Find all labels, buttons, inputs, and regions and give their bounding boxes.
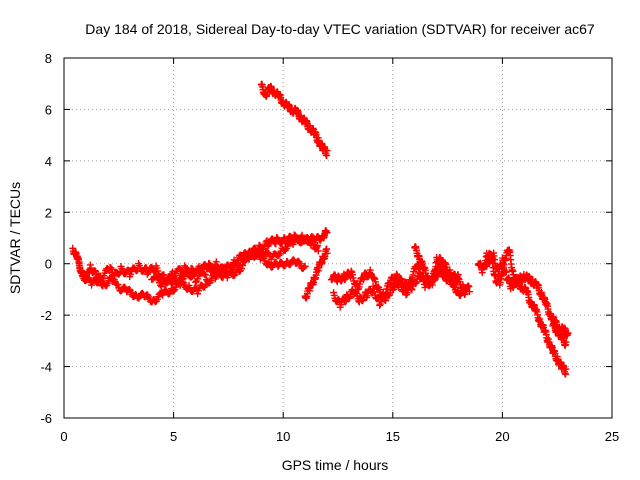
series-seg3 <box>148 227 331 291</box>
y-tick-label: 2 <box>45 205 52 220</box>
x-tick-label: 10 <box>276 429 290 444</box>
data-point <box>238 265 246 273</box>
data-point <box>181 262 189 270</box>
y-axis-label: SDTVAR / TECUs <box>7 182 23 294</box>
data-point <box>195 262 203 270</box>
data-points <box>69 80 572 378</box>
chart-title: Day 184 of 2018, Sidereal Day-to-day VTE… <box>85 21 595 37</box>
y-tick-label: -4 <box>40 360 52 375</box>
data-point <box>256 246 264 254</box>
data-point <box>275 251 283 259</box>
data-point <box>79 269 87 277</box>
data-point <box>170 273 178 281</box>
series-seg4 <box>301 245 331 302</box>
data-point <box>323 249 331 257</box>
x-tick-label: 0 <box>60 429 67 444</box>
data-point <box>301 262 309 270</box>
series-seg10 <box>481 249 572 339</box>
data-point <box>253 252 261 260</box>
data-point <box>245 255 253 263</box>
x-tick-label: 15 <box>386 429 400 444</box>
data-point <box>160 271 168 279</box>
data-point <box>455 275 463 283</box>
data-point <box>502 268 510 276</box>
y-axis-ticks: -6 -4 -2 0 2 4 6 8 <box>40 51 612 426</box>
x-tick-label: 25 <box>605 429 619 444</box>
data-point <box>212 258 220 266</box>
y-tick-label: 0 <box>45 257 52 272</box>
plot-frame <box>63 57 613 419</box>
series-seg5 <box>257 80 331 160</box>
series-seg11 <box>549 320 570 349</box>
data-point <box>219 263 227 271</box>
data-point <box>314 247 322 255</box>
data-point <box>562 365 570 373</box>
x-tick-label: 20 <box>495 429 509 444</box>
data-point <box>564 329 572 337</box>
data-point <box>323 146 331 154</box>
y-tick-label: -2 <box>40 308 52 323</box>
data-point <box>183 266 191 274</box>
y-tick-label: 8 <box>45 51 52 66</box>
series-seg8 <box>411 243 463 290</box>
y-tick-label: 6 <box>45 102 52 117</box>
data-point <box>94 279 102 287</box>
data-point <box>239 262 247 270</box>
y-tick-label: -6 <box>40 411 52 426</box>
data-point <box>208 267 216 275</box>
data-point <box>190 271 198 279</box>
data-point <box>143 270 151 278</box>
x-axis-ticks: 0 5 10 15 20 25 <box>60 58 619 444</box>
y-tick-label: 4 <box>45 154 52 169</box>
data-point <box>170 287 178 295</box>
x-tick-label: 5 <box>170 429 177 444</box>
data-point <box>109 268 117 276</box>
data-point <box>461 290 469 298</box>
data-point <box>264 248 272 256</box>
data-point <box>85 274 93 282</box>
data-point <box>223 274 231 282</box>
grid <box>64 58 612 418</box>
data-point <box>201 271 209 279</box>
data-point <box>562 338 570 346</box>
data-point <box>156 281 164 289</box>
x-axis-label: GPS time / hours <box>282 457 389 473</box>
data-point <box>323 229 331 237</box>
data-point <box>158 283 166 291</box>
data-point <box>382 297 390 305</box>
data-point <box>169 268 177 276</box>
data-point <box>114 280 122 288</box>
data-point <box>110 272 118 280</box>
